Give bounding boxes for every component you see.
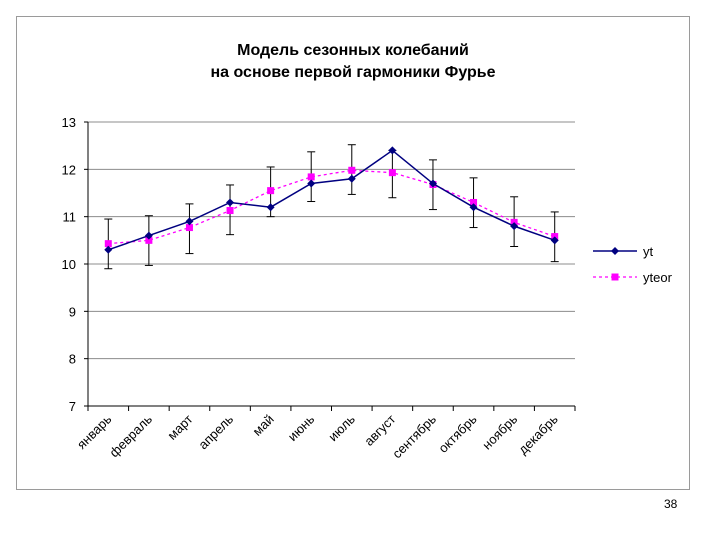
x-tick-label: октябрь [435,411,479,455]
data-point-yt [469,203,478,212]
chart-title-line: на основе первой гармоники Фурье [210,64,495,81]
legend-label-yt: yt [643,244,654,259]
data-point-yteor [145,236,153,244]
x-tick-label: апрель [195,411,236,452]
x-tick-label: март [164,411,195,442]
data-point-yteor [388,169,396,177]
grid [88,121,575,360]
x-tick-label: сентябрь [389,411,439,461]
slide-number: 38 [664,497,678,511]
data-point-yt [428,179,437,188]
data-point-yt [347,174,356,183]
y-tick-label: 8 [69,352,76,367]
data-point-yt [226,198,235,207]
legend-label-yteor: yteor [643,270,673,285]
series-line-yt [108,149,555,251]
x-tick-label: август [361,411,398,448]
data-point-yt [266,203,275,212]
y-tick-label: 9 [69,304,76,319]
data-point-yteor [104,240,112,248]
y-tick-label: 11 [63,210,77,225]
y-tick-label: 12 [62,162,76,177]
legend-marker-yteor [611,273,619,281]
data-point-yteor [307,173,315,181]
chart-frame: 7 8 9 10 11 12 13 январь февраль март апрель май июн… [16,16,690,490]
error-bars [104,144,559,270]
y-tick-label: 13 [62,115,76,130]
x-tick-label: май [250,412,277,439]
x-tick-label: декабрь [515,411,561,457]
series-group [104,146,559,254]
legend-marker-yt [611,247,619,255]
data-point-yt [144,231,153,240]
x-tick-label: январь [74,411,115,452]
x-tick-label: июнь [285,411,318,444]
series-line-yteor [108,169,555,245]
data-point-yt [307,179,316,188]
axes [84,121,576,411]
data-point-yt [185,217,194,226]
data-point-yteor [470,198,478,206]
data-point-yteor [185,224,193,232]
data-point-yt [388,146,397,155]
data-point-yteor [226,207,234,215]
data-point-yt [550,236,559,245]
x-tick-label: июль [325,411,358,444]
y-tick-label: 7 [69,399,76,414]
data-point-yt [104,245,113,254]
chart-title: Модель сезонных колебаний на основе перво… [210,42,495,81]
data-point-yt [510,222,519,231]
chart-title-line: Модель сезонных колебаний [237,42,469,59]
legend: yt yteor [593,244,673,285]
x-tick-label: февраль [106,411,155,460]
data-point-yteor [348,166,356,174]
y-tick-label: 10 [62,257,76,272]
data-point-yteor [267,187,275,195]
